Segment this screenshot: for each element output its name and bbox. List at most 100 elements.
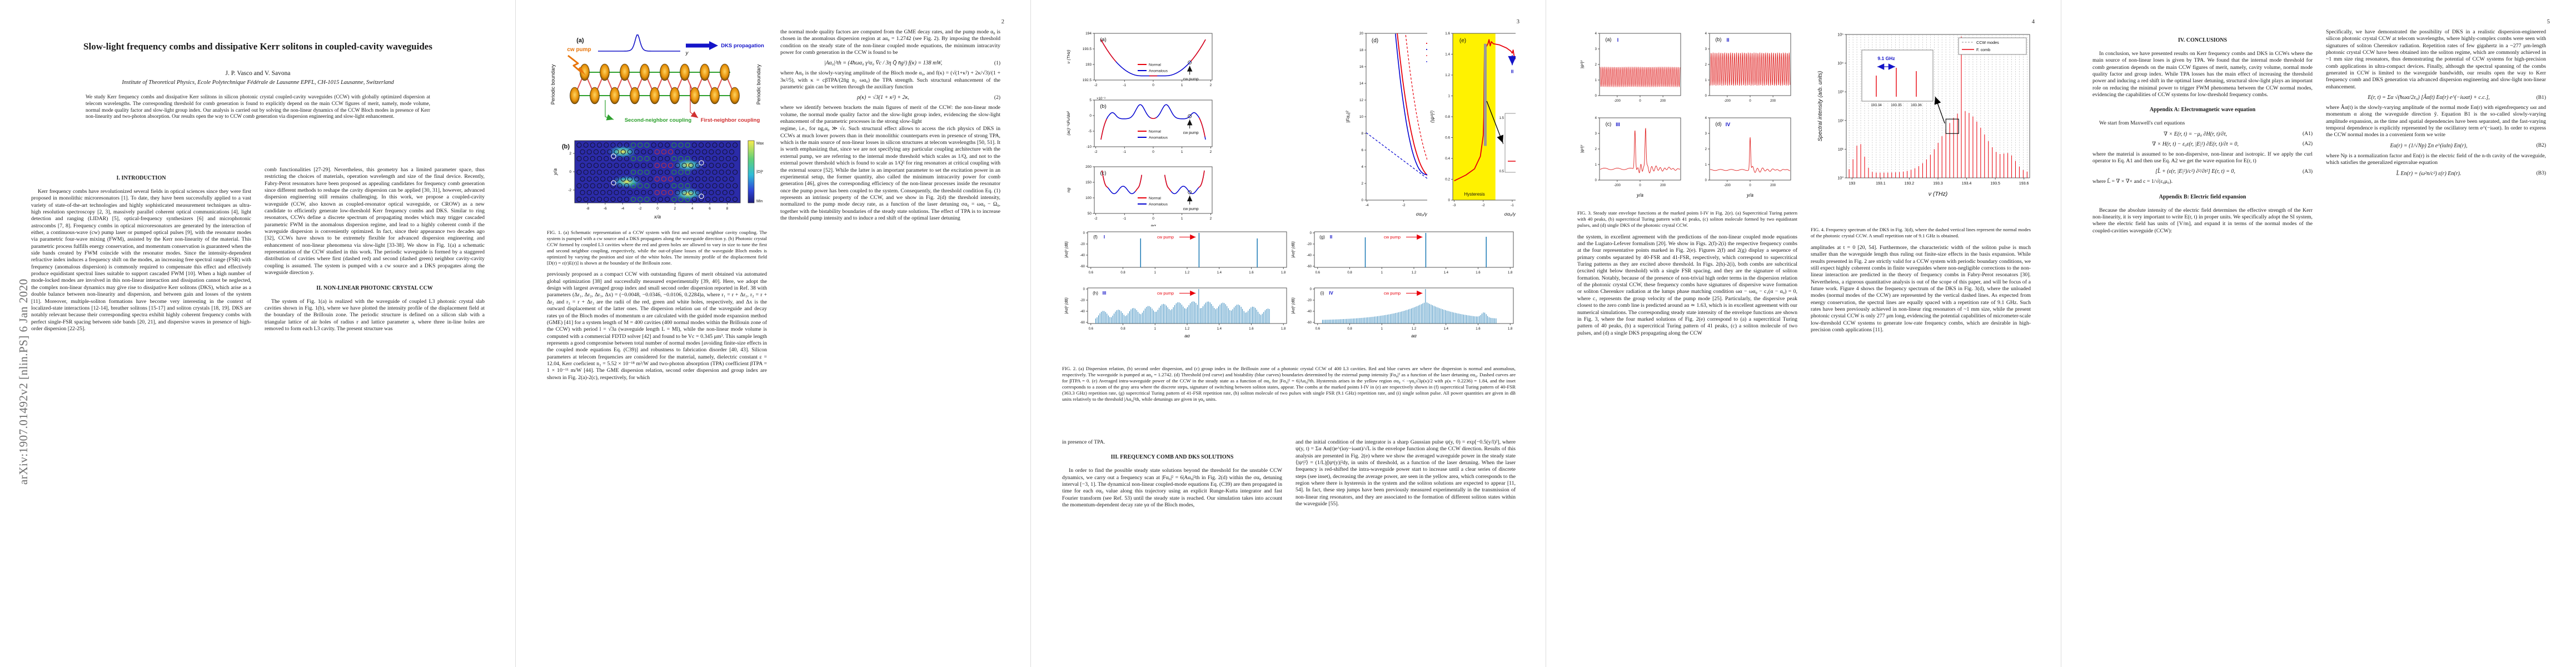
- svg-text:-200: -200: [1614, 184, 1621, 187]
- svg-text:cw pump: cw pump: [1183, 207, 1199, 211]
- svg-text:4: 4: [691, 207, 694, 211]
- svg-text:1.4: 1.4: [1217, 327, 1222, 331]
- figure-1: (a) DKS propagation y Periodic boundary Peri…: [547, 29, 767, 226]
- body-paragraph: the system, in excellent agreement with …: [1577, 233, 1797, 336]
- svg-text:0: 0: [1595, 94, 1597, 98]
- svg-text:2: 2: [1705, 63, 1707, 67]
- figure-1b-field-map: (b) -8 -6 -4 -2 0 2 4 6 8 2 0 -2 x/a y/a Max |D|² Min: [552, 140, 764, 220]
- svg-text:II: II: [1726, 37, 1729, 43]
- svg-text:(a): (a): [1606, 37, 1612, 42]
- svg-text:2: 2: [1595, 63, 1597, 67]
- svg-text:16: 16: [1359, 65, 1364, 69]
- svg-text:-2: -2: [1094, 83, 1098, 87]
- body-paragraph: regime, i.e., for ng,α₀ ≫ √ε. Such struc…: [780, 126, 1000, 221]
- svg-text:0: 0: [1705, 179, 1707, 182]
- svg-text:9.1 GHz: 9.1 GHz: [1877, 56, 1895, 61]
- svg-text:2: 2: [674, 207, 676, 211]
- svg-text:0.8: 0.8: [1120, 327, 1125, 331]
- svg-text:ng: ng: [1066, 187, 1071, 192]
- svg-text:CCW modes: CCW modes: [1976, 40, 1999, 45]
- figure-4: 10⁵ 10⁴ 10³ 10² 10¹ 10⁰ 193 193.1 193.2 193.3 193.…: [1811, 29, 2031, 223]
- svg-text:1.2: 1.2: [1185, 271, 1190, 275]
- svg-text:1.4: 1.4: [1444, 271, 1449, 275]
- svg-text:aα: aα: [1150, 223, 1157, 226]
- svg-text:0: 0: [1749, 184, 1751, 187]
- svg-text:Anomalous: Anomalous: [1149, 69, 1168, 73]
- svg-text:192.5: 192.5: [1083, 78, 1092, 82]
- svg-text:0.8: 0.8: [1347, 327, 1352, 331]
- svg-text:|Aα|² (dB): |Aα|² (dB): [1292, 297, 1296, 314]
- svg-text:1: 1: [1154, 271, 1157, 275]
- svg-text:Periodic boundary: Periodic boundary: [550, 64, 556, 104]
- svg-text:0.2: 0.2: [1446, 178, 1451, 182]
- svg-text:1.8: 1.8: [1508, 271, 1513, 275]
- svg-text:193.34: 193.34: [1871, 103, 1882, 107]
- svg-text:F. comb: F. comb: [1976, 47, 1990, 52]
- svg-text:0.8: 0.8: [1347, 271, 1352, 275]
- svg-text:193: 193: [1085, 63, 1092, 67]
- body-paragraph: where L̂ = ∇ × ∇× and c = 1/√(ε₀μ₀).: [2092, 178, 2173, 185]
- svg-text:3: 3: [1705, 48, 1707, 51]
- svg-text:-8: -8: [586, 207, 590, 211]
- svg-text:ν (THz): ν (THz): [1929, 191, 1947, 197]
- svg-text:2: 2: [569, 152, 571, 156]
- svg-text:4: 4: [1362, 165, 1364, 169]
- svg-text:2: 2: [1362, 182, 1364, 186]
- paper-abstract: We study Kerr frequency combs and dissip…: [86, 94, 430, 120]
- svg-text:aα: aα: [1184, 333, 1190, 339]
- svg-text:|D|²: |D|²: [756, 169, 763, 174]
- svg-text:-3: -3: [1453, 203, 1456, 207]
- svg-text:-40: -40: [1307, 310, 1312, 313]
- page-number: 4: [2031, 19, 2035, 25]
- svg-text:18: 18: [1359, 48, 1364, 52]
- svg-text:(i): (i): [1320, 291, 1324, 296]
- svg-text:1.2: 1.2: [1412, 327, 1417, 331]
- section-heading-frequency-comb-dks: III. FREQUENCY COMB AND DKS SOLUTIONS: [1110, 454, 1234, 461]
- svg-text:-2: -2: [639, 207, 642, 211]
- svg-text:0: 0: [1152, 217, 1154, 221]
- equation-A1: ∇ × E(r, t) = −μ₀ ∂H(r, t)/∂t, (A1): [2164, 131, 2313, 137]
- body-paragraph: previously proposed as a compact CCW wit…: [547, 271, 767, 381]
- svg-text:0.4: 0.4: [1446, 157, 1451, 161]
- svg-text:(ac)⁻¹d²ν/dα²: (ac)⁻¹d²ν/dα²: [1066, 111, 1071, 136]
- svg-text:-20: -20: [1080, 243, 1085, 246]
- svg-text:1: 1: [1154, 327, 1157, 331]
- svg-text:0.6: 0.6: [1089, 271, 1094, 275]
- svg-text:0: 0: [1639, 184, 1641, 187]
- svg-text:-200: -200: [1724, 184, 1731, 187]
- svg-text:2: 2: [1210, 83, 1212, 87]
- svg-text:0: 0: [1310, 288, 1312, 291]
- figure-2d-threshold: 20181614121086420-4-202(d)σα₀/γα₀|Fα₀|²T…: [1345, 32, 1428, 217]
- svg-text:Min: Min: [756, 200, 763, 203]
- body-paragraph: The system of Fig. 1(a) is realized with…: [265, 298, 485, 332]
- svg-text:y/a: y/a: [1636, 192, 1643, 198]
- body-paragraph: and the initial condition of the integra…: [1296, 439, 1516, 507]
- svg-text:III: III: [1103, 291, 1107, 296]
- equation-A2: ∇ × H(r, t) − ε₀ε(r, |E|²) ∂E(r, t)/∂t =…: [2152, 141, 2313, 147]
- svg-text:IV: IV: [1726, 122, 1731, 127]
- svg-text:-200: -200: [1614, 99, 1621, 103]
- svg-text:-60: -60: [1307, 321, 1312, 325]
- appendix-b-heading: Appendix B: Electric field expansion: [2159, 193, 2246, 200]
- svg-text:-60: -60: [1080, 321, 1085, 325]
- svg-text:0.6: 0.6: [1316, 327, 1321, 331]
- page-3: 3 -2 -1 0 1 2 194 193.5 193 192.5 (a) Normal Anomal…: [1030, 0, 1546, 667]
- svg-text:III: III: [1616, 122, 1620, 127]
- body-paragraph: Specifically, we have demonstrated the p…: [2326, 29, 2546, 90]
- svg-text:150: 150: [1085, 181, 1092, 185]
- svg-text:-60: -60: [1307, 265, 1312, 268]
- page-5: 5 IV. CONCLUSIONS In conclusion, we have…: [2061, 0, 2576, 667]
- svg-text:1: 1: [1181, 217, 1183, 221]
- svg-text:Max: Max: [756, 142, 764, 146]
- appendix-a-heading: Appendix A: Electromagnetic wave equatio…: [2149, 107, 2256, 113]
- svg-text:DKS propagation: DKS propagation: [721, 43, 764, 49]
- svg-text:(b): (b): [1716, 37, 1722, 42]
- figure-2: -2 -1 0 1 2 194 193.5 193 192.5 (a) Normal Anomalou…: [1062, 29, 1516, 341]
- body-paragraph: where the material is assumed to be non-…: [2092, 151, 2313, 165]
- body-paragraph: Kerr frequency combs have revolutionized…: [31, 188, 251, 332]
- svg-text:-200: -200: [1724, 99, 1731, 103]
- svg-text:-40: -40: [1080, 254, 1085, 257]
- svg-text:(a): (a): [1100, 37, 1107, 43]
- arxiv-sidebar-label: arXiv:1907.01492v2 [nlin.PS] 6 Jan 2020: [17, 278, 30, 485]
